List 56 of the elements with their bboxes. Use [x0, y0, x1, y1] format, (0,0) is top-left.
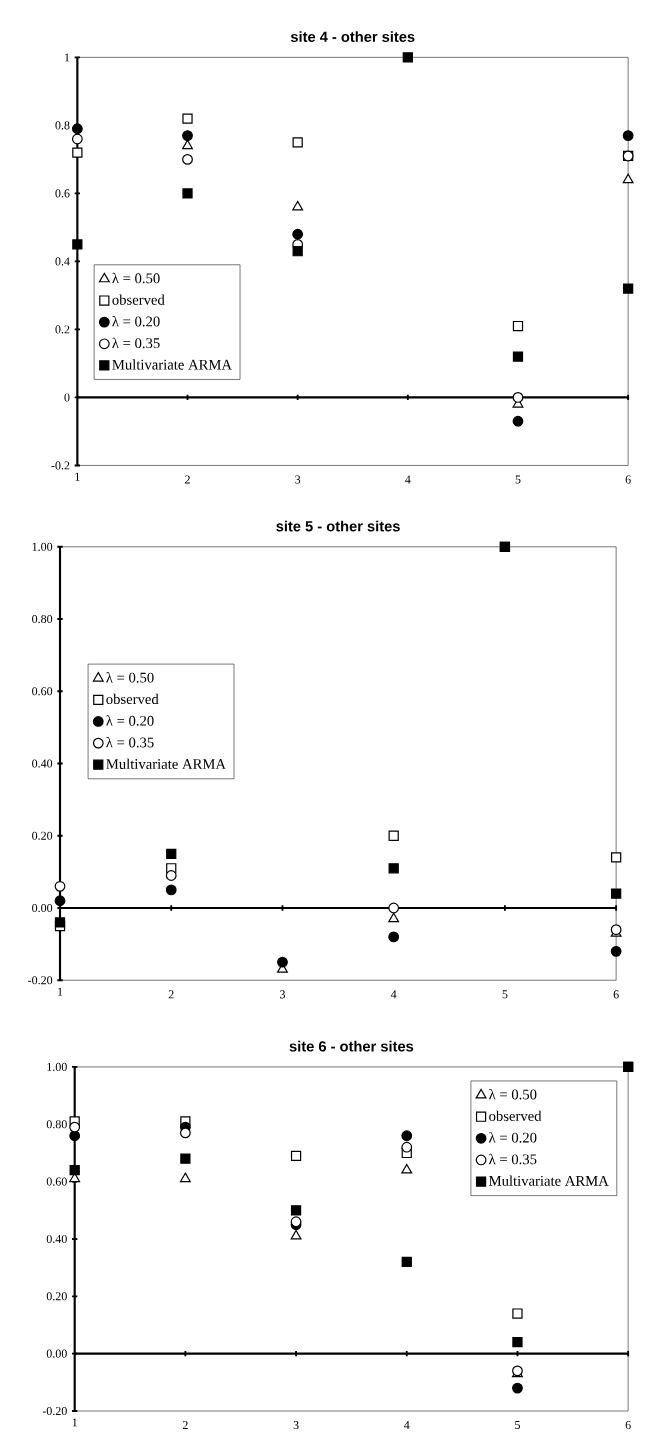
- legend-label: Multivariate ARMA: [488, 1175, 609, 1186]
- x-tick-label: 3: [279, 990, 285, 999]
- x-tick-label: 3: [295, 475, 301, 484]
- y-tick-label: 0.40: [46, 1234, 67, 1244]
- legend-label: λ = 0.20: [488, 1132, 537, 1143]
- legend-label: λ = 0.50: [488, 1088, 537, 1100]
- legend-label: λ = 0.35: [106, 736, 154, 748]
- x-tick-label: 4: [390, 990, 397, 999]
- y-tick-label: 0.4: [55, 257, 70, 266]
- y-tick-label: 0.40: [32, 759, 53, 768]
- y-tick-label: -0.20: [28, 976, 53, 985]
- legend-label: Multivariate ARMA: [112, 359, 232, 370]
- x-tick-label: 1: [72, 1418, 77, 1427]
- x-tick-label: 1: [75, 472, 80, 481]
- legend-label: λ = 0.50: [106, 672, 154, 683]
- y-tick-label: 0.6: [55, 189, 70, 198]
- y-tick-label: 0.80: [46, 1120, 67, 1129]
- x-tick-label: 4: [404, 475, 411, 484]
- chart-title: site 6 - other sites: [289, 1040, 414, 1052]
- x-tick-label: 5: [515, 475, 521, 484]
- y-tick-label: 0.20: [46, 1292, 67, 1301]
- y-tick-label: -0.2: [51, 461, 70, 470]
- legend-label: λ = 0.35: [488, 1153, 537, 1165]
- x-tick-label: 2: [182, 1421, 188, 1429]
- legend-label: observed: [106, 693, 159, 705]
- y-tick-label: 0.60: [46, 1177, 67, 1186]
- y-tick-label: -0.20: [42, 1406, 67, 1416]
- x-tick-label: 2: [168, 990, 174, 999]
- y-tick-label: 1.00: [47, 1062, 67, 1071]
- x-tick-label: 6: [613, 990, 619, 999]
- legend-label: Multivariate ARMA: [106, 758, 226, 769]
- y-tick-label: 1.00: [32, 542, 53, 551]
- x-tick-label: 3: [293, 1421, 299, 1430]
- x-tick-label: 2: [184, 475, 190, 484]
- y-tick-label: 0.00: [32, 903, 53, 913]
- y-tick-label: 0.2: [55, 325, 70, 334]
- y-tick-label: 1: [64, 53, 70, 62]
- y-tick-label: 0: [64, 393, 70, 402]
- y-tick-label: 0.60: [32, 687, 53, 696]
- x-tick-label: 5: [515, 1421, 520, 1430]
- legend-label: λ = 0.20: [106, 715, 154, 726]
- chart-title: site 4 - other sites: [290, 31, 415, 42]
- legend-label: observed: [112, 294, 165, 305]
- y-tick-label: 0.80: [32, 614, 53, 624]
- y-tick-label: 0.20: [32, 831, 53, 840]
- y-tick-label: 0.00: [46, 1349, 67, 1358]
- x-tick-label: 6: [625, 1421, 631, 1430]
- chart-title: site 5 - other sites: [276, 520, 400, 532]
- legend-label: observed: [489, 1110, 542, 1121]
- x-tick-label: 5: [502, 990, 508, 999]
- legend-label: λ = 0.35: [112, 337, 160, 349]
- x-tick-label: 6: [625, 475, 631, 484]
- y-tick-label: 0.8: [55, 121, 70, 130]
- legend-label: λ = 0.20: [112, 315, 160, 327]
- x-tick-label: 4: [403, 1421, 410, 1429]
- legend-label: λ = 0.50: [112, 272, 160, 284]
